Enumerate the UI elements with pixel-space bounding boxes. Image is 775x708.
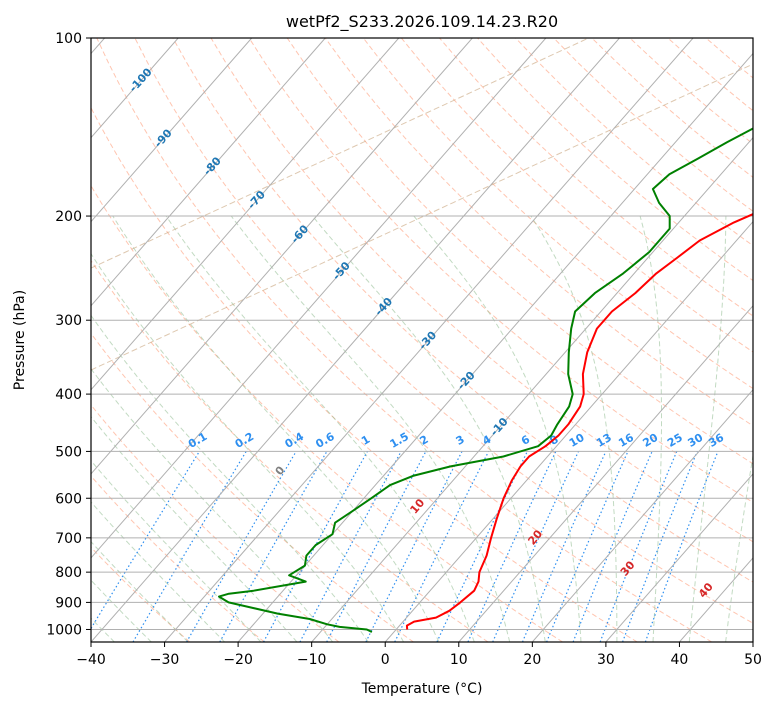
y-tick-label: 100 bbox=[55, 31, 82, 47]
moist-adiabat-line bbox=[413, 215, 582, 642]
mixing-ratio-line bbox=[644, 451, 719, 642]
moist-adiabat-line bbox=[91, 415, 298, 642]
mixing-ratio-line bbox=[521, 451, 607, 642]
moist-adiabat-line bbox=[112, 215, 440, 642]
dewpoint-profile bbox=[218, 127, 753, 633]
mixing-ratio-line bbox=[622, 451, 698, 642]
isotherm-line bbox=[237, 52, 753, 642]
dry-adiabat-line bbox=[172, 38, 753, 583]
plot-area: -100-90-80-70-60-50-40-30-20-100.1 0.2 0.4… bbox=[91, 38, 753, 642]
moist-adiabat-line bbox=[688, 215, 727, 642]
isotherm-line bbox=[531, 389, 753, 642]
isotherm-line bbox=[311, 136, 753, 642]
moist-adiabat-line bbox=[165, 215, 475, 642]
moist-adiabat-line bbox=[91, 368, 334, 642]
dry-adiabat-line bbox=[439, 38, 753, 317]
isotherm-line bbox=[458, 305, 753, 642]
dry-adiabat-line bbox=[324, 38, 753, 427]
moist-adiabat-line bbox=[91, 501, 225, 642]
y-tick-label: 700 bbox=[55, 531, 82, 547]
dry-adiabat-line bbox=[91, 475, 265, 642]
dry-adiabat-line bbox=[96, 38, 713, 642]
temperature-profile bbox=[405, 213, 753, 630]
isotherm-line bbox=[91, 38, 253, 223]
x-tick-label: 0 bbox=[381, 652, 390, 668]
x-axis-title: Temperature (°C) bbox=[361, 681, 483, 697]
moist-adiabat-line bbox=[312, 215, 546, 642]
dry-adiabat-line bbox=[91, 404, 340, 642]
x-tick-label: 20 bbox=[523, 652, 541, 668]
dry-adiabat-line bbox=[91, 259, 489, 642]
mixing-ratio-line bbox=[219, 451, 328, 642]
x-tick-label: −30 bbox=[150, 652, 180, 668]
dry-adiabat-line bbox=[91, 184, 563, 642]
isotherm-line bbox=[605, 473, 753, 642]
x-tick-label: 30 bbox=[597, 652, 615, 668]
mixing-ratio-line bbox=[394, 451, 490, 642]
x-tick-label: −20 bbox=[223, 652, 253, 668]
isotherm-line bbox=[91, 38, 620, 642]
isotherm-line bbox=[91, 38, 400, 391]
moist-adiabat-line bbox=[530, 215, 618, 642]
dry-adiabat-line bbox=[401, 38, 753, 353]
mixing-ratio-line bbox=[365, 451, 463, 642]
mixing-ratio-line bbox=[91, 451, 200, 630]
y-tick-label: 900 bbox=[55, 595, 82, 611]
isotherm-line bbox=[164, 38, 694, 642]
x-tick-label: −10 bbox=[297, 652, 327, 668]
y-tick-label: 500 bbox=[55, 444, 82, 460]
mixing-ratio-line bbox=[599, 451, 678, 642]
mixing-ratio-line bbox=[572, 451, 653, 642]
x-tick-label: 50 bbox=[744, 652, 762, 668]
moist-adiabat-line bbox=[639, 215, 662, 642]
plot-frame bbox=[90, 37, 754, 643]
moist-adiabat-line bbox=[91, 540, 189, 642]
y-axis-title: Pressure (hPa) bbox=[12, 290, 28, 390]
y-tick-label: 400 bbox=[55, 387, 82, 403]
dry-adiabat-line bbox=[210, 38, 753, 543]
mixing-ratio-line bbox=[546, 451, 629, 642]
y-tick-label: 800 bbox=[55, 565, 82, 581]
moist-adiabat-line bbox=[91, 579, 152, 642]
x-tick-label: 10 bbox=[450, 652, 468, 668]
y-tick-label: 200 bbox=[55, 209, 82, 225]
dry-adiabat-line bbox=[134, 38, 753, 624]
moist-adiabat-line bbox=[91, 252, 405, 642]
y-tick-label: 600 bbox=[55, 491, 82, 507]
x-tick-label: −40 bbox=[76, 652, 106, 668]
moist-adiabat-line bbox=[91, 459, 262, 642]
isotherm-line bbox=[384, 220, 753, 642]
dry-adiabat-line bbox=[248, 38, 753, 503]
x-tick-label: 40 bbox=[671, 652, 689, 668]
isotherm-line bbox=[91, 38, 547, 559]
isotherm-line bbox=[91, 38, 326, 307]
chart-title: wetPf2_S233.2026.109.14.23.R20 bbox=[286, 12, 558, 32]
mixing-ratio-line bbox=[299, 451, 402, 642]
isotherm-line bbox=[91, 38, 473, 475]
curved-guide-line bbox=[91, 63, 753, 371]
axes: −40 −30 −20 −10 0 10 20 30 40 50 1000 900 800 700 600 5… bbox=[46, 31, 762, 668]
y-tick-label: 300 bbox=[55, 313, 82, 329]
dry-adiabat-line bbox=[286, 38, 753, 465]
y-tick-label: 1000 bbox=[46, 622, 82, 638]
